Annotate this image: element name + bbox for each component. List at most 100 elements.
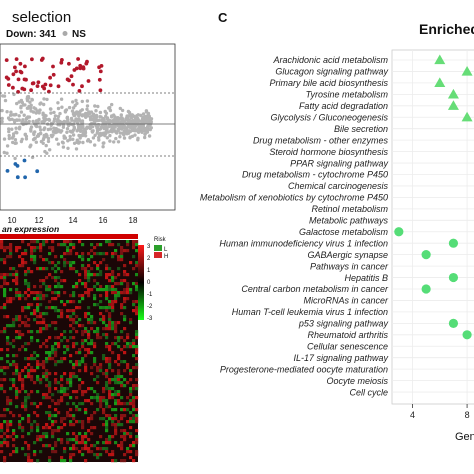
heatmap-cell — [33, 261, 37, 265]
heatmap-cell — [132, 366, 136, 370]
down-point — [5, 169, 10, 173]
pathway-label: Drug metabolism - cytochrome P450 — [242, 170, 388, 180]
heatmap-cell — [66, 300, 70, 304]
ns-point — [93, 143, 97, 147]
heatmap-cell — [30, 246, 34, 250]
heatmap-cell — [111, 324, 115, 328]
heatmap-cell — [42, 444, 46, 448]
ns-point — [118, 106, 123, 111]
heatmap-cell — [135, 243, 139, 247]
heatmap-cell — [99, 288, 103, 292]
heatmap-cell — [84, 315, 88, 319]
heatmap-cell — [105, 405, 109, 409]
heatmap-cell — [72, 309, 76, 313]
heatmap-cell — [99, 318, 103, 322]
heatmap-cell — [135, 414, 139, 418]
heatmap-cell — [9, 252, 13, 256]
heatmap-cell — [105, 252, 109, 256]
heatmap-cell — [108, 345, 112, 349]
heatmap-cell — [24, 291, 28, 295]
heatmap-cell — [108, 363, 112, 367]
heatmap-cell — [126, 420, 130, 424]
heatmap-cell — [42, 363, 46, 367]
up-point — [47, 89, 51, 94]
heatmap-cell — [60, 375, 64, 379]
scale-label: 1 — [147, 268, 151, 274]
heatmap-cell — [6, 324, 10, 328]
heatmap-cell — [30, 354, 34, 358]
heatmap-cell — [54, 381, 58, 385]
heatmap-cell — [24, 375, 28, 379]
heatmap-cell — [21, 405, 25, 409]
heatmap-cell — [21, 426, 25, 430]
ns-point — [67, 105, 72, 110]
heatmap-cell — [123, 360, 127, 364]
heatmap-cell — [48, 300, 52, 304]
heatmap-cell — [108, 315, 112, 319]
heatmap-cell — [66, 414, 70, 418]
heatmap-cell — [129, 318, 133, 322]
heatmap-cell — [6, 273, 10, 277]
ns-point — [28, 145, 32, 149]
heatmap-cell — [33, 369, 37, 373]
heatmap-cell — [114, 393, 118, 397]
heatmap-cell — [132, 342, 136, 346]
heatmap-cell — [24, 399, 28, 403]
heatmap-cell — [72, 300, 76, 304]
heatmap-cell — [51, 297, 55, 301]
heatmap-cell — [24, 324, 28, 328]
heatmap-cell — [54, 327, 58, 331]
heatmap-cell — [135, 429, 139, 433]
heatmap-cell — [78, 273, 82, 277]
heatmap-cell — [96, 408, 100, 412]
ns-point — [65, 120, 70, 124]
ns-point — [31, 119, 35, 124]
heatmap-cell — [90, 387, 94, 391]
heatmap-cell — [108, 318, 112, 322]
heatmap-cell — [123, 402, 127, 406]
heatmap-cell — [135, 438, 139, 442]
heatmap-cell — [84, 408, 88, 412]
ns-point — [81, 133, 85, 138]
up-point — [59, 60, 64, 65]
ns-point — [58, 120, 63, 124]
heatmap-cell — [105, 288, 109, 292]
heatmap-cell — [78, 294, 82, 298]
heatmap-cell — [135, 264, 139, 268]
heatmap-cell — [42, 432, 46, 436]
heatmap-cell — [96, 453, 100, 457]
heatmap-cell — [27, 306, 31, 310]
heatmap-cell — [78, 300, 82, 304]
heatmap-cell — [129, 261, 133, 265]
scale-label: 3 — [147, 244, 151, 250]
heatmap-cell — [54, 285, 58, 289]
heatmap-cell — [81, 264, 85, 268]
heatmap-cell — [81, 342, 85, 346]
heatmap-cell — [135, 330, 139, 334]
heatmap-cell — [99, 396, 103, 400]
heatmap-cell — [3, 420, 7, 424]
ns-point — [110, 128, 114, 132]
heatmap-cell — [63, 243, 67, 247]
heatmap-cell — [48, 324, 52, 328]
heatmap-cell — [69, 336, 73, 340]
heatmap-cell — [84, 327, 88, 331]
heatmap-cell — [30, 426, 34, 430]
heatmap-cell — [117, 378, 121, 382]
ns-point — [8, 117, 12, 122]
heatmap-cell — [81, 345, 85, 349]
heatmap-cell — [126, 249, 130, 253]
heatmap-cell — [57, 402, 61, 406]
heatmap-cell — [117, 444, 121, 448]
heatmap-cell — [51, 291, 55, 295]
heatmap-cell — [123, 273, 127, 277]
heatmap-cell — [39, 330, 43, 334]
heatmap-cell — [12, 438, 16, 442]
heatmap-cell — [27, 267, 31, 271]
heatmap-cell — [6, 342, 10, 346]
ns-point — [144, 109, 149, 113]
heatmap-cell — [105, 447, 109, 451]
heatmap-cell — [87, 447, 91, 451]
heatmap-cell — [114, 336, 118, 340]
heatmap-cell — [96, 252, 100, 256]
